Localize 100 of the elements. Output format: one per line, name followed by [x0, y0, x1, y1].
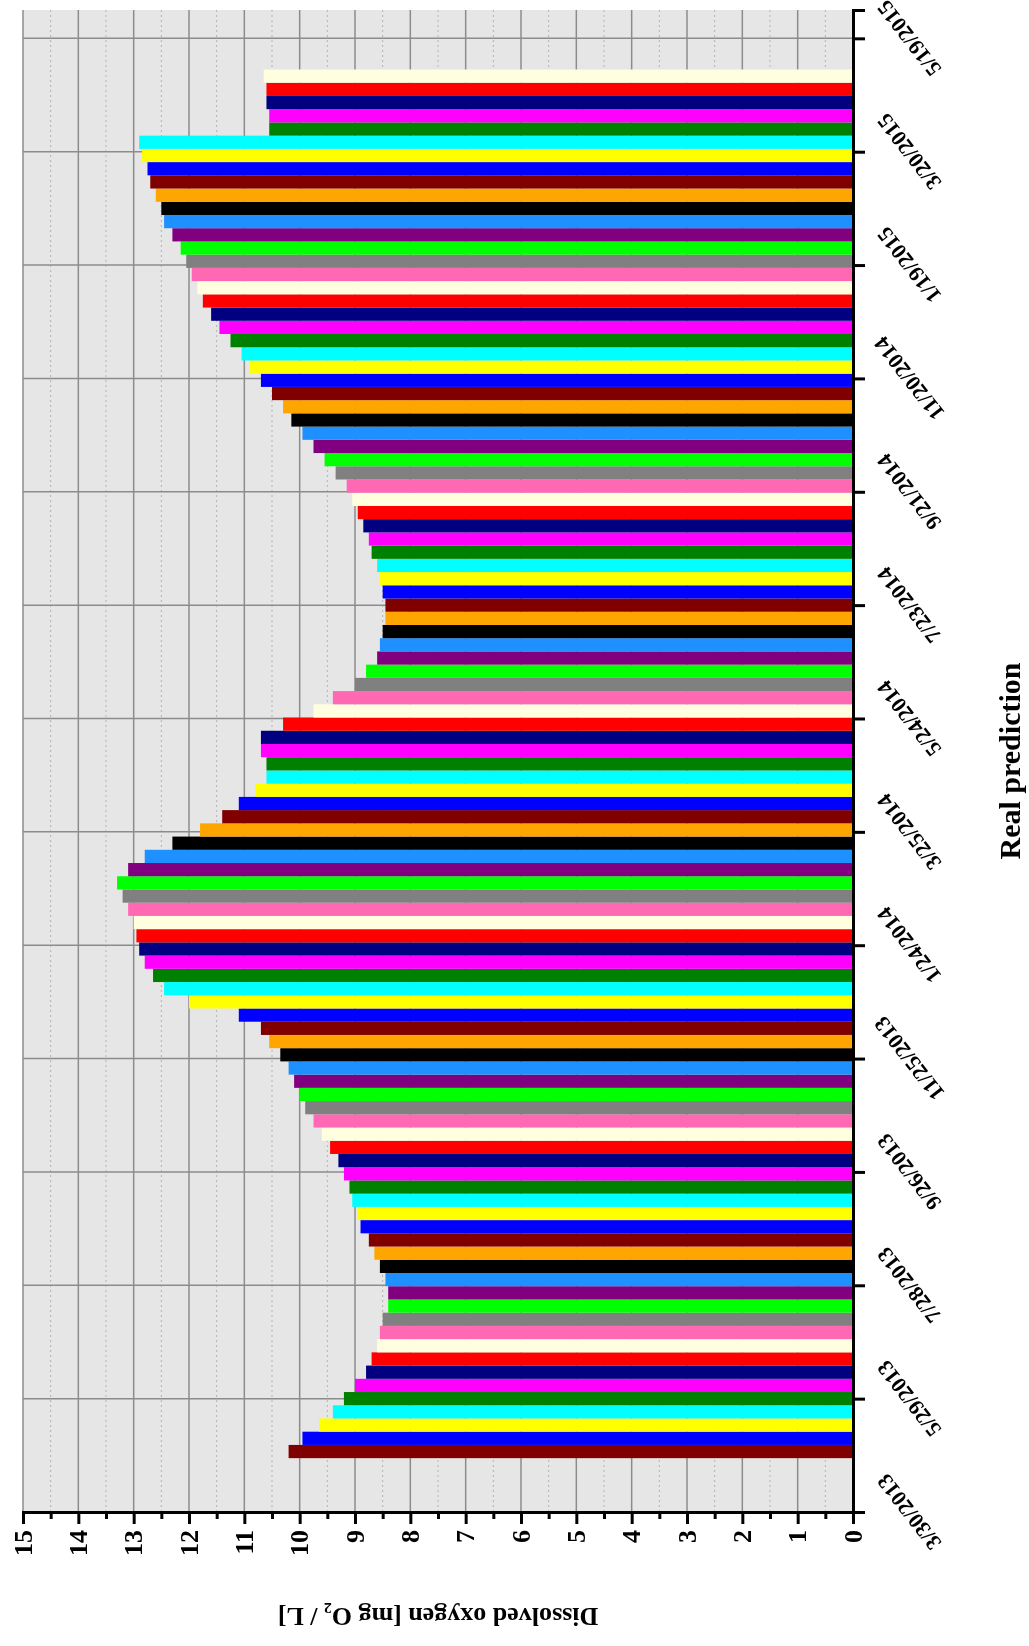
bar	[335, 466, 853, 480]
bar	[302, 1431, 853, 1445]
bar	[180, 241, 853, 255]
bar	[144, 955, 853, 969]
x-axis-title: Dissolved oxygen [mg O₂ / L]	[277, 1601, 599, 1631]
bar	[382, 585, 853, 599]
bar	[368, 1233, 853, 1247]
bar	[197, 281, 853, 295]
bar	[189, 995, 853, 1009]
bar	[263, 69, 853, 83]
bar	[388, 1299, 853, 1313]
bar	[164, 214, 853, 229]
x-tick-label: 1	[783, 1530, 813, 1543]
bar	[377, 651, 853, 665]
x-tick-label: 5	[561, 1530, 591, 1543]
bar	[313, 439, 853, 454]
bar	[352, 1193, 853, 1207]
x-tick-label: 6	[506, 1530, 536, 1543]
bar	[260, 730, 853, 744]
bar	[139, 942, 853, 956]
bar	[352, 492, 853, 506]
x-tick-label: 15	[8, 1530, 38, 1556]
bar	[269, 122, 853, 136]
bar	[355, 1378, 853, 1393]
bar	[200, 823, 853, 837]
bar	[269, 109, 853, 123]
x-tick-label: 10	[285, 1530, 315, 1556]
bar	[319, 1418, 853, 1432]
bar	[357, 1206, 853, 1221]
bar	[338, 1153, 853, 1168]
bar	[368, 532, 853, 546]
bar	[330, 1140, 853, 1154]
bar	[144, 849, 853, 864]
x-tick-label: 11	[229, 1530, 259, 1555]
bar	[366, 664, 853, 678]
bar	[191, 267, 853, 282]
bar	[288, 1444, 853, 1459]
bar	[379, 572, 853, 586]
bar	[305, 1101, 853, 1115]
x-tick-label: 2	[727, 1530, 757, 1543]
bar	[302, 426, 853, 440]
bar	[377, 1339, 853, 1353]
bar	[324, 453, 853, 467]
bar	[147, 162, 853, 176]
bar	[260, 373, 853, 387]
bar	[241, 347, 853, 361]
x-tick-label: 3	[672, 1530, 702, 1543]
bar	[266, 770, 853, 784]
bar	[222, 810, 853, 824]
bar	[379, 638, 853, 652]
bar	[155, 188, 853, 202]
bar	[172, 228, 853, 242]
bar	[343, 1167, 853, 1181]
x-tick-label: 14	[63, 1530, 93, 1556]
bar	[238, 796, 853, 811]
bar	[299, 1087, 853, 1102]
bar	[128, 902, 853, 916]
x-tick-label: 12	[174, 1530, 204, 1556]
bar	[139, 135, 853, 149]
bar	[269, 1034, 853, 1049]
bar	[122, 889, 853, 903]
x-tick-label: 13	[119, 1530, 149, 1556]
bar	[288, 1061, 853, 1075]
bar	[133, 915, 853, 930]
bar	[346, 479, 853, 493]
bar	[382, 1312, 853, 1326]
bar	[230, 334, 853, 348]
bar	[141, 148, 853, 163]
x-tick-label: 4	[617, 1530, 647, 1543]
bar	[294, 1074, 853, 1088]
bar	[202, 294, 853, 308]
bar	[385, 598, 853, 612]
bar	[164, 982, 853, 996]
bar	[219, 320, 853, 335]
bar	[266, 82, 853, 96]
y-axis-title: Real prediction	[992, 662, 1026, 860]
x-tick-label: 0	[838, 1530, 868, 1543]
x-tick-label: 7	[451, 1530, 481, 1543]
bar	[385, 1273, 853, 1287]
bar	[283, 717, 853, 731]
bar	[349, 1180, 853, 1194]
bar	[260, 744, 853, 758]
bar	[260, 1021, 853, 1035]
bar	[255, 783, 853, 797]
bar	[266, 95, 853, 110]
bar	[363, 519, 853, 533]
bar	[374, 1246, 853, 1260]
bar	[385, 611, 853, 625]
bar	[249, 360, 853, 374]
bar	[332, 691, 853, 705]
x-tick-label: 9	[340, 1530, 370, 1543]
bar	[283, 400, 853, 414]
bar	[136, 929, 853, 943]
bar	[117, 876, 853, 890]
bar	[366, 1365, 853, 1379]
bar	[272, 386, 853, 401]
bar	[371, 1352, 853, 1366]
bar	[377, 558, 853, 573]
bar	[313, 704, 853, 718]
bar	[388, 1286, 853, 1300]
